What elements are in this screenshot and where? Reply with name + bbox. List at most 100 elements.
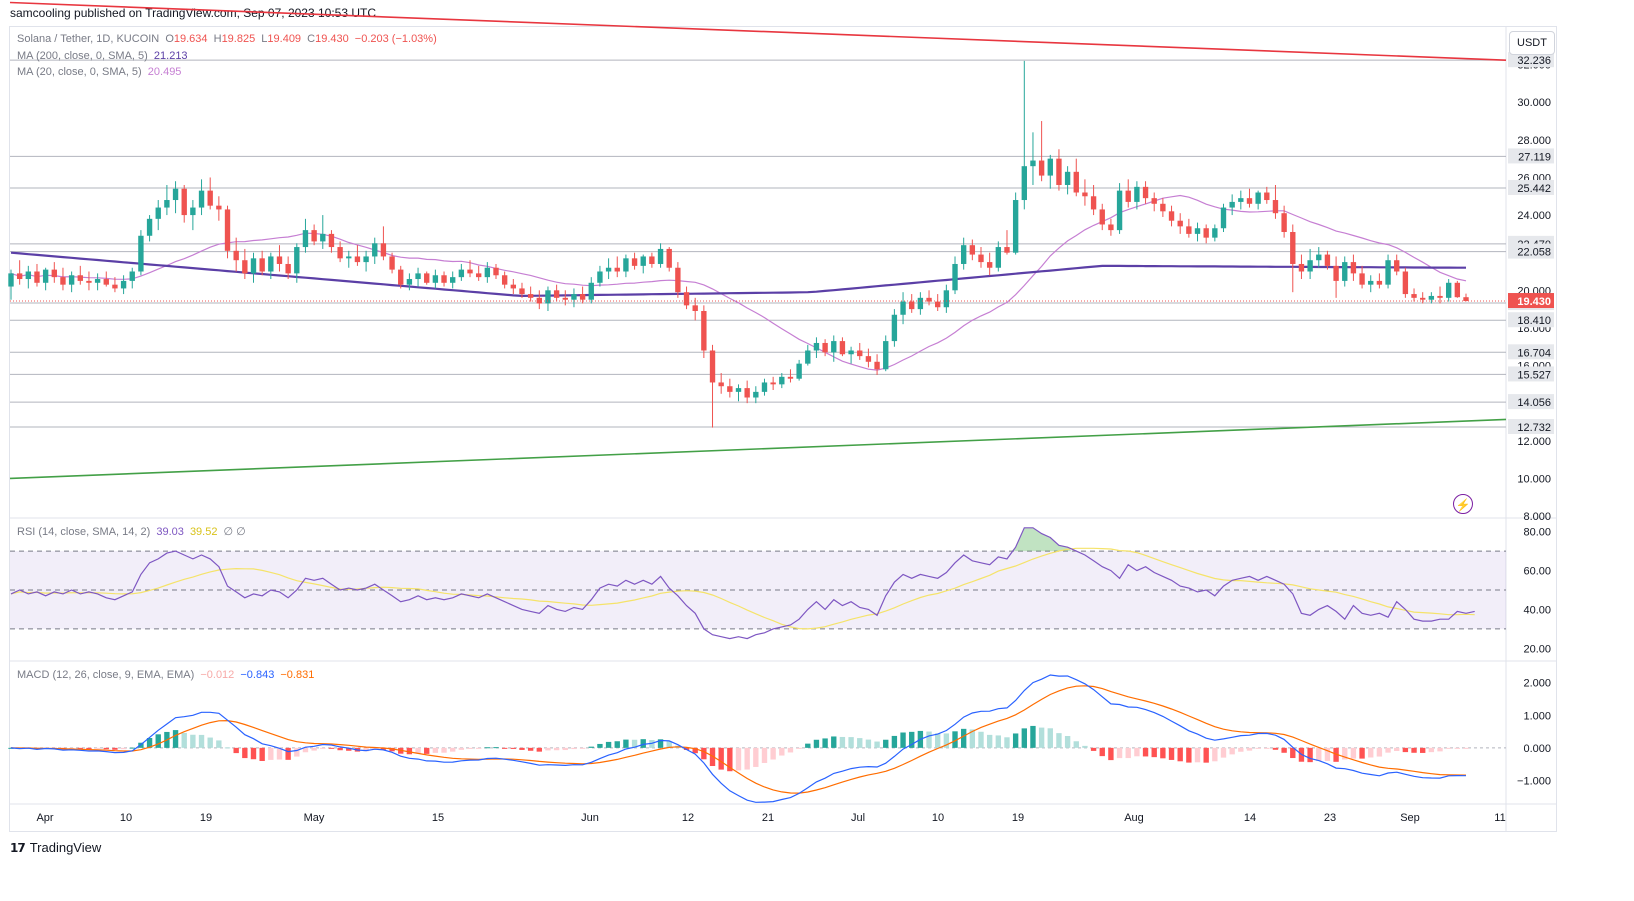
macd-histogram-bar (943, 733, 950, 748)
macd-histogram-bar (666, 741, 672, 748)
macd-histogram-bar (1021, 728, 1027, 748)
candle (1385, 254, 1391, 289)
candle (164, 184, 170, 216)
candle (588, 277, 594, 304)
level-label: 25.442 (1517, 183, 1551, 195)
macd-histogram-bar (155, 734, 161, 748)
macd-histogram-bar (493, 747, 499, 749)
candle (995, 241, 1002, 272)
candle-body (952, 263, 958, 291)
candle (60, 267, 66, 291)
candle (657, 243, 664, 268)
candle-body (1012, 200, 1019, 253)
macd-histogram-bar (649, 740, 655, 748)
macd-histogram-bar (545, 747, 551, 751)
candle (709, 344, 716, 428)
candle (1428, 292, 1435, 304)
candle (172, 181, 179, 214)
level-label-box (1508, 312, 1554, 328)
level-label-box (1508, 148, 1554, 164)
candle (1090, 184, 1097, 216)
candle-body (735, 388, 742, 392)
candle (1437, 286, 1443, 304)
candle-body (311, 230, 317, 242)
candle-body (761, 382, 768, 392)
candle-body (562, 297, 568, 300)
candle-body (1290, 232, 1296, 264)
resistance-trendline (9, 1, 1507, 61)
macd-histogram-bar (909, 731, 915, 748)
macd-histogram-bar (1246, 747, 1253, 751)
rsi-tick-label: 20.00 (1523, 643, 1551, 655)
macd-histogram-bar (181, 732, 187, 748)
candle-body (744, 388, 750, 398)
candle (242, 248, 248, 280)
candle-body (917, 297, 924, 310)
candle (138, 230, 144, 276)
candle-body (406, 279, 413, 285)
macd-histogram-bar (727, 747, 733, 772)
candle (796, 359, 802, 381)
candle-body (770, 382, 776, 385)
macd-histogram-bar (1333, 747, 1339, 762)
macd-histogram-bar (1142, 747, 1149, 757)
lightning-icon[interactable]: ⚡ (1453, 494, 1473, 514)
macd-histogram-bar (1229, 747, 1235, 755)
candle-body (424, 273, 430, 283)
candle-body (995, 247, 1002, 268)
macd-histogram-bar (337, 747, 343, 751)
macd-histogram-bar (1151, 747, 1157, 758)
macd-histogram-bar (536, 747, 542, 752)
high-value: 19.825 (221, 33, 256, 45)
candle (1073, 158, 1079, 197)
candle-body (666, 248, 672, 268)
candle (68, 271, 75, 293)
candle-body (631, 258, 638, 266)
ma20-value: 20.495 (147, 66, 182, 78)
candle (666, 247, 672, 272)
candle (1212, 224, 1218, 242)
candle-body (1177, 220, 1183, 227)
candle-body (1021, 166, 1027, 201)
rsi-line (10, 527, 1475, 640)
x-tick-label: Jun (581, 812, 599, 824)
currency-button[interactable]: USDT (1509, 31, 1555, 55)
candle-body (1342, 262, 1348, 281)
candle-body (1160, 203, 1166, 212)
candle-body (874, 361, 880, 370)
candle (978, 247, 984, 268)
candle-body (138, 235, 144, 272)
candle-body (588, 282, 594, 300)
candle-body (1281, 213, 1287, 233)
candle-body (16, 273, 23, 280)
macd-histogram-bar (320, 747, 326, 749)
macd-histogram-bar (735, 747, 742, 771)
candle (320, 215, 326, 249)
level-label-box (1508, 52, 1554, 68)
candle-body (337, 247, 343, 259)
level-label-box (1508, 419, 1554, 435)
candle (787, 369, 794, 383)
tradingview-branding[interactable]: 𝟭𝟳 TradingView (10, 840, 101, 855)
candle (1220, 203, 1227, 233)
macd-histogram-bar (1108, 747, 1114, 761)
macd-histogram-bar (969, 729, 976, 748)
candle-body (527, 294, 534, 298)
candle (1099, 203, 1105, 231)
macd-histogram-bar (1047, 728, 1053, 748)
candle (960, 237, 967, 270)
price-tick-label: 10.000 (1517, 473, 1551, 485)
candle-body (1454, 282, 1461, 298)
ma20-label: MA (20, close, 0, SMA, 5) (17, 66, 142, 78)
candle (527, 286, 534, 302)
candle-body (675, 267, 681, 293)
macd-histogram-bar (874, 741, 880, 748)
macd-histogram-bar (1073, 741, 1079, 748)
macd-tick-label: 1.000 (1523, 710, 1551, 722)
candle (1160, 198, 1166, 217)
candle-body (1298, 263, 1305, 272)
macd-tick-label: 0.000 (1523, 743, 1551, 755)
rsi-tick-label: 60.00 (1523, 566, 1551, 578)
candle-body (1142, 186, 1149, 199)
